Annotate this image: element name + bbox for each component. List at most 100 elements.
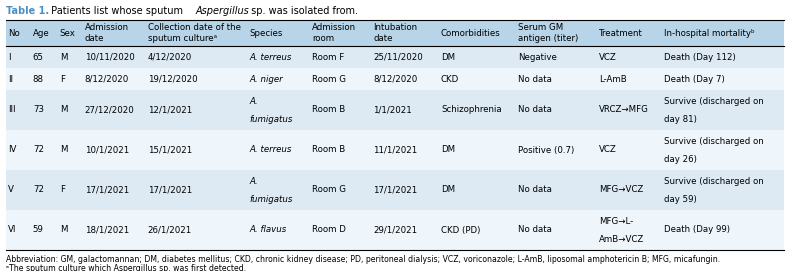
Text: L-AmB: L-AmB: [599, 75, 626, 83]
Text: day 81): day 81): [664, 115, 697, 124]
Text: Intubation
date: Intubation date: [374, 23, 417, 43]
Text: 88: 88: [33, 75, 43, 83]
Text: 72: 72: [33, 186, 43, 195]
Text: Admission
room: Admission room: [312, 23, 356, 43]
Text: 18/1/2021: 18/1/2021: [85, 225, 129, 234]
Text: Negative: Negative: [517, 53, 556, 62]
Text: Abbreviation: GM, galactomannan; DM, diabetes mellitus; CKD, chronic kidney dise: Abbreviation: GM, galactomannan; DM, dia…: [6, 255, 720, 264]
Text: 17/1/2021: 17/1/2021: [85, 186, 129, 195]
Text: Room G: Room G: [312, 186, 347, 195]
Text: MFG→L-: MFG→L-: [599, 217, 633, 225]
Text: I: I: [8, 53, 10, 62]
Text: Comorbidities: Comorbidities: [441, 28, 501, 37]
Text: Death (Day 7): Death (Day 7): [664, 75, 725, 83]
Text: 11/1/2021: 11/1/2021: [374, 146, 418, 154]
Text: 19/12/2020: 19/12/2020: [148, 75, 198, 83]
Text: 72: 72: [33, 146, 43, 154]
Text: A. flavus: A. flavus: [250, 225, 287, 234]
Bar: [6, 130, 784, 170]
Text: Death (Day 112): Death (Day 112): [664, 53, 736, 62]
Text: ᵃThe sputum culture which Aspergillus sp. was first detected.: ᵃThe sputum culture which Aspergillus sp…: [6, 264, 246, 271]
Text: No data: No data: [517, 225, 551, 234]
Text: Room F: Room F: [312, 53, 344, 62]
Text: fumigatus: fumigatus: [250, 195, 292, 204]
Text: F: F: [60, 75, 65, 83]
Text: IV: IV: [8, 146, 17, 154]
Text: A.: A.: [250, 176, 258, 186]
Bar: [6, 20, 784, 46]
Text: Treatment: Treatment: [599, 28, 643, 37]
Text: M: M: [60, 53, 67, 62]
Text: 4/12/2020: 4/12/2020: [148, 53, 192, 62]
Text: VCZ: VCZ: [599, 146, 616, 154]
Text: Room B: Room B: [312, 146, 346, 154]
Bar: [6, 90, 784, 130]
Bar: [6, 170, 784, 210]
Text: 17/1/2021: 17/1/2021: [374, 186, 418, 195]
Text: Aspergillus: Aspergillus: [196, 6, 250, 16]
Text: M: M: [60, 105, 67, 115]
Text: 59: 59: [33, 225, 43, 234]
Text: In-hospital mortalityᵇ: In-hospital mortalityᵇ: [664, 28, 755, 37]
Text: CKD (PD): CKD (PD): [441, 225, 480, 234]
Text: III: III: [8, 105, 16, 115]
Text: Species: Species: [250, 28, 283, 37]
Text: Positive (0.7): Positive (0.7): [517, 146, 574, 154]
Text: A. niger: A. niger: [250, 75, 283, 83]
Bar: [6, 68, 784, 90]
Text: VI: VI: [8, 225, 17, 234]
Text: CKD: CKD: [441, 75, 459, 83]
Text: 8/12/2020: 8/12/2020: [85, 75, 129, 83]
Text: 25/11/2020: 25/11/2020: [374, 53, 423, 62]
Text: fumigatus: fumigatus: [250, 115, 292, 124]
Text: 10/1/2021: 10/1/2021: [85, 146, 129, 154]
Text: MFG→VCZ: MFG→VCZ: [599, 186, 643, 195]
Text: No data: No data: [517, 105, 551, 115]
Text: VCZ: VCZ: [599, 53, 616, 62]
Text: 8/12/2020: 8/12/2020: [374, 75, 418, 83]
Text: Room D: Room D: [312, 225, 346, 234]
Text: A. terreus: A. terreus: [250, 53, 292, 62]
Text: Survive (discharged on: Survive (discharged on: [664, 176, 764, 186]
Text: 15/1/2021: 15/1/2021: [148, 146, 192, 154]
Text: Death (Day 99): Death (Day 99): [664, 225, 730, 234]
Text: Age: Age: [33, 28, 50, 37]
Bar: [6, 46, 784, 68]
Bar: [6, 210, 784, 250]
Text: 29/1/2021: 29/1/2021: [374, 225, 417, 234]
Text: Admission
date: Admission date: [85, 23, 129, 43]
Text: 12/1/2021: 12/1/2021: [148, 105, 192, 115]
Text: No data: No data: [517, 186, 551, 195]
Text: 26/1/2021: 26/1/2021: [148, 225, 192, 234]
Text: 73: 73: [33, 105, 43, 115]
Text: F: F: [60, 186, 65, 195]
Text: Survive (discharged on: Survive (discharged on: [664, 137, 764, 146]
Text: Collection date of the
sputum cultureᵃ: Collection date of the sputum cultureᵃ: [148, 23, 241, 43]
Text: No data: No data: [517, 75, 551, 83]
Text: DM: DM: [441, 146, 455, 154]
Text: A.: A.: [250, 96, 258, 105]
Text: DM: DM: [441, 53, 455, 62]
Text: DM: DM: [441, 186, 455, 195]
Text: V: V: [8, 186, 14, 195]
Text: day 59): day 59): [664, 195, 697, 204]
Text: 10/11/2020: 10/11/2020: [85, 53, 134, 62]
Text: AmB→VCZ: AmB→VCZ: [599, 234, 644, 244]
Text: No: No: [8, 28, 20, 37]
Text: M: M: [60, 146, 67, 154]
Text: 1/1/2021: 1/1/2021: [374, 105, 412, 115]
Text: Survive (discharged on: Survive (discharged on: [664, 96, 764, 105]
Text: M: M: [60, 225, 67, 234]
Text: sp. was isolated from.: sp. was isolated from.: [248, 6, 358, 16]
Text: 27/12/2020: 27/12/2020: [85, 105, 134, 115]
Text: Patients list whose sputum: Patients list whose sputum: [48, 6, 186, 16]
Text: Room G: Room G: [312, 75, 347, 83]
Text: Sex: Sex: [60, 28, 76, 37]
Text: Room B: Room B: [312, 105, 346, 115]
Text: 17/1/2021: 17/1/2021: [148, 186, 192, 195]
Text: Serum GM
antigen (titer): Serum GM antigen (titer): [517, 23, 578, 43]
Text: Table 1.: Table 1.: [6, 6, 49, 16]
Text: Schizophrenia: Schizophrenia: [441, 105, 502, 115]
Text: day 26): day 26): [664, 154, 697, 163]
Text: 65: 65: [33, 53, 43, 62]
